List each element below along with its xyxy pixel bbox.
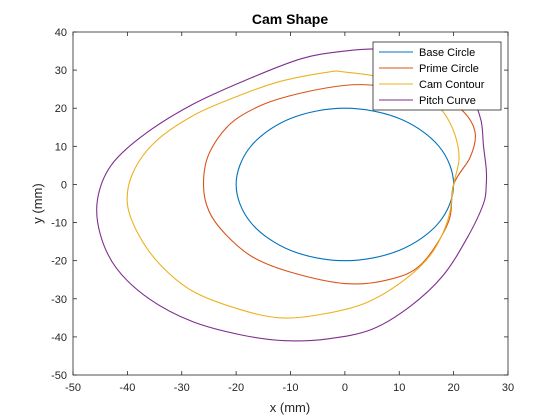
x-tick-label: 10	[393, 382, 405, 394]
x-tick-label: -20	[228, 382, 244, 394]
legend-label-cam-contour: Cam Contour	[419, 79, 485, 91]
series-line-base-circle	[235, 107, 455, 262]
legend-label-prime-circle: Prime Circle	[419, 63, 479, 75]
y-tick-label: -40	[51, 332, 67, 344]
axes: -50 -40 -30 -20 -10 0 10 20 30 -50 -40 -30 -20 -10 0 10…	[51, 27, 514, 394]
x-tick-label: -50	[65, 382, 81, 394]
y-axis-label: y (mm)	[30, 183, 45, 223]
y-tick-label: -30	[51, 294, 67, 306]
x-tick-label: 30	[502, 382, 514, 394]
x-tick-label: -10	[283, 382, 299, 394]
legend-label-base-circle: Base Circle	[419, 47, 475, 59]
y-tick-label: -50	[51, 370, 67, 382]
legend: Base Circle Prime Circle Cam Contour Pitch …	[372, 41, 502, 111]
legend-label-pitch-curve: Pitch Curve	[419, 95, 476, 107]
x-tick-label: 0	[342, 382, 348, 394]
y-tick-label: -20	[51, 256, 67, 268]
x-tick-label: -40	[119, 382, 135, 394]
x-tick-label: -30	[174, 382, 190, 394]
legend-box	[372, 41, 502, 111]
y-tick-label: -10	[51, 218, 67, 230]
y-tick-label: 0	[61, 179, 67, 191]
chart-title: Cam Shape	[252, 11, 328, 27]
y-tick-label: 20	[55, 103, 67, 115]
y-tick-label: 10	[55, 141, 67, 153]
y-tick-label: 40	[55, 27, 67, 39]
x-axis-label: x (mm)	[270, 400, 310, 415]
y-tick-label: 30	[55, 65, 67, 77]
x-tick-label: 20	[448, 382, 460, 394]
